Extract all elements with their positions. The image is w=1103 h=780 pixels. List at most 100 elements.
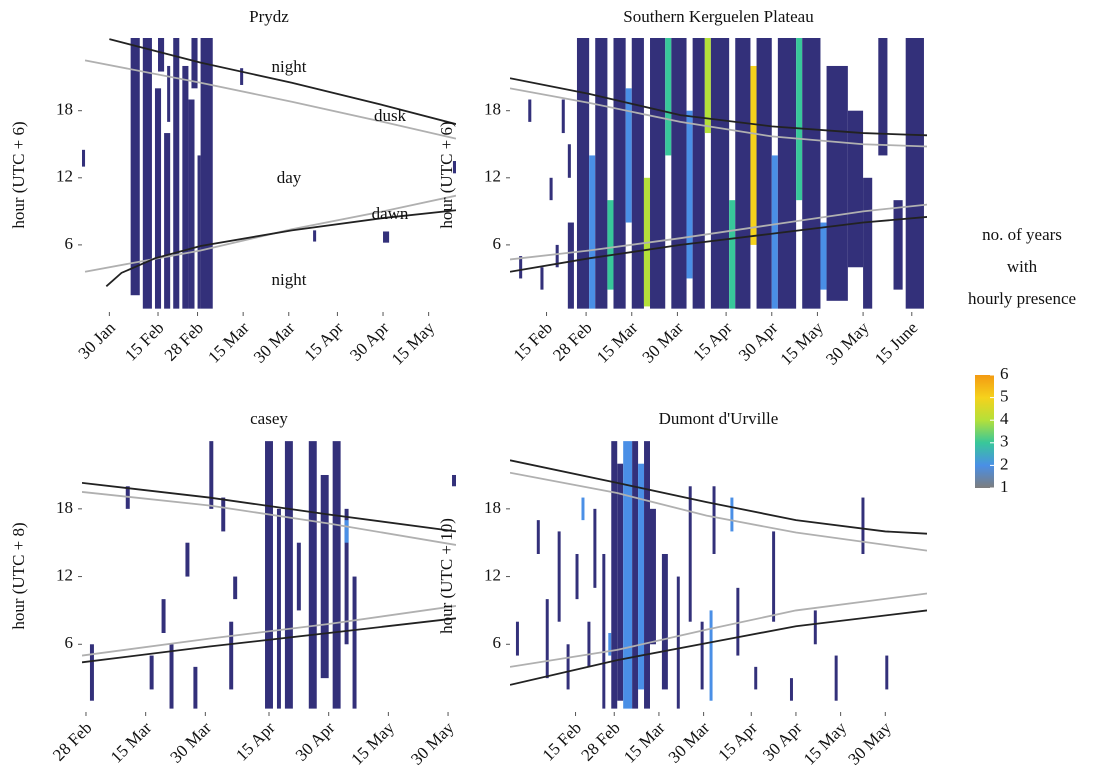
presence-cell — [142, 38, 152, 309]
twilight-line — [82, 491, 456, 546]
annotation: day — [277, 168, 302, 187]
presence-cell — [276, 508, 281, 709]
presence-cell — [650, 38, 666, 309]
presence-cell — [700, 621, 704, 690]
y-tick-label: 18 — [56, 100, 73, 119]
presence-cell — [581, 497, 585, 521]
presence-cell — [352, 576, 357, 709]
x-tick-label: 15 Feb — [510, 318, 556, 364]
y-axis-label: hour (UTC + 6) — [437, 121, 456, 228]
annotation: night — [272, 57, 307, 76]
presence-cell — [197, 155, 201, 309]
y-tick-label: 18 — [56, 498, 73, 517]
colorbar-title: with — [1007, 257, 1038, 276]
presence-cell — [167, 65, 171, 122]
y-tick-label: 6 — [65, 633, 74, 652]
y-tick-label: 6 — [493, 234, 502, 253]
presence-cell — [233, 576, 238, 600]
x-tick-label: 30 May — [407, 718, 458, 769]
x-tick-label: 15 Feb — [121, 318, 167, 364]
annotation: dawn — [372, 204, 409, 223]
presence-cell — [158, 38, 165, 72]
y-tick-label: 12 — [56, 565, 73, 584]
presence-cell — [777, 38, 797, 309]
presence-cell — [566, 644, 570, 690]
presence-cell — [209, 441, 214, 509]
twilight-line — [510, 459, 927, 535]
presence-cell — [602, 553, 606, 709]
presence-cell — [308, 441, 317, 709]
presence-cell — [834, 655, 838, 701]
presence-cell — [240, 68, 244, 85]
presence-cell — [200, 38, 213, 309]
presence-cell — [344, 520, 349, 543]
presence-cell — [188, 99, 195, 309]
presence-cell — [820, 222, 827, 290]
x-tick-label: 15 May — [800, 718, 851, 769]
presence-cell — [593, 508, 597, 588]
presence-cell — [729, 200, 736, 309]
presence-cell — [296, 542, 301, 611]
x-tick-label: 15 Apr — [232, 718, 279, 765]
y-tick-label: 12 — [484, 565, 501, 584]
colorbar — [975, 375, 994, 488]
presence-cell — [617, 463, 624, 701]
x-tick-label: 30 May — [822, 318, 873, 369]
twilight-line — [510, 203, 927, 261]
presence-cell — [161, 599, 166, 633]
panel-title: Southern Kerguelen Plateau — [623, 7, 814, 26]
presence-cell — [229, 621, 234, 690]
presence-cell — [813, 610, 817, 645]
x-tick-label: 15 Mar — [204, 318, 253, 367]
presence-cell — [686, 110, 693, 279]
presence-cell — [344, 508, 349, 645]
presence-cell — [826, 65, 848, 301]
presence-cell — [847, 110, 864, 268]
presence-cell — [284, 441, 293, 709]
presence-cell — [265, 441, 273, 709]
annotation: dusk — [374, 106, 407, 125]
presence-cell — [130, 38, 140, 296]
presence-cell — [688, 486, 692, 622]
x-tick-label: 30 May — [844, 718, 895, 769]
presence-cell — [313, 230, 317, 242]
presence-cell — [644, 441, 650, 709]
x-tick-label: 15 May — [347, 718, 398, 769]
presence-cell — [661, 553, 668, 690]
presence-cell — [515, 621, 519, 656]
presence-cell — [754, 666, 758, 690]
y-axis-label: hour (UTC + 8) — [9, 522, 28, 629]
presence-cell — [789, 678, 793, 701]
presence-cell — [676, 576, 680, 709]
presence-cell — [885, 655, 889, 690]
panel-title: casey — [250, 409, 288, 428]
panel — [82, 38, 456, 309]
presence-cell — [452, 161, 456, 174]
x-tick-label: 30 Apr — [735, 318, 782, 365]
presence-cell — [173, 38, 180, 309]
presence-cell — [709, 610, 713, 701]
presence-cell — [611, 441, 618, 709]
x-tick-label: 30 Apr — [759, 718, 806, 765]
colorbar-tick-label: 2 — [1000, 454, 1009, 473]
presence-cell — [528, 99, 532, 122]
presence-cell — [750, 65, 757, 245]
presence-cell — [632, 441, 639, 709]
twilight-line — [510, 77, 927, 137]
x-tick-label: 30 Apr — [292, 718, 339, 765]
presence-cell — [561, 99, 565, 134]
twilight-line — [510, 592, 927, 668]
presence-cell — [576, 38, 590, 309]
x-tick-label: 28 Feb — [49, 718, 95, 764]
x-tick-label: 28 Feb — [549, 318, 595, 364]
x-tick-label: 30 Jan — [74, 318, 119, 363]
presence-cell — [555, 244, 559, 268]
presence-cell — [575, 553, 579, 600]
presence-cell — [649, 508, 656, 645]
x-tick-label: 30 Mar — [639, 318, 688, 367]
presence-cell — [905, 38, 924, 309]
presence-cell — [607, 200, 614, 290]
twilight-line — [510, 609, 927, 686]
presence-cell — [771, 155, 778, 309]
